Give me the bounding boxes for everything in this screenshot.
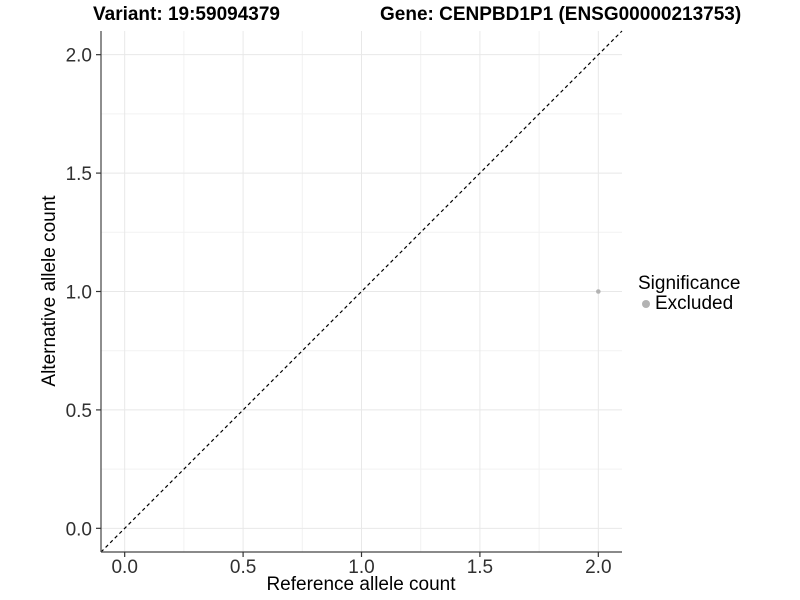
y-tick-label: 1.0 [66, 283, 92, 304]
data-point [596, 289, 601, 294]
legend: Significance Excluded [638, 274, 740, 314]
y-axis-title: Alternative allele count [39, 195, 60, 387]
x-tick-label: 0.5 [230, 557, 256, 578]
legend-item-excluded: Excluded [638, 294, 740, 314]
y-tick-label: 2.0 [66, 46, 92, 67]
y-tick-label: 1.5 [66, 164, 92, 185]
variant-title: Variant: 19:59094379 [93, 4, 280, 25]
identity-reference-line [100, 30, 623, 553]
legend-item-label: Excluded [655, 293, 734, 314]
excluded-point-icon [642, 300, 650, 308]
y-tick-label: 0.0 [66, 519, 92, 540]
x-tick-label: 1.5 [467, 557, 493, 578]
y-tick-label: 0.5 [66, 401, 92, 422]
x-tick-label: 2.0 [585, 557, 611, 578]
gene-title: Gene: CENPBD1P1 (ENSG00000213753) [380, 4, 742, 25]
x-axis-title: Reference allele count [266, 574, 456, 595]
legend-title: Significance [638, 273, 741, 294]
x-tick-label: 1.0 [348, 557, 374, 578]
x-tick-label: 0.0 [111, 557, 137, 578]
